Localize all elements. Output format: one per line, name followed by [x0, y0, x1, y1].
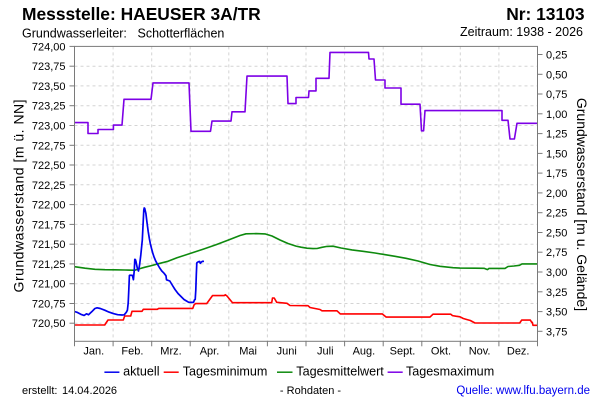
svg-text:722,75: 722,75 — [32, 140, 66, 152]
svg-text:Grundwasserleiter:: Grundwasserleiter: — [22, 27, 127, 41]
svg-text:3,00: 3,00 — [546, 267, 567, 279]
svg-text:721,75: 721,75 — [32, 219, 66, 231]
svg-text:3,50: 3,50 — [546, 307, 567, 319]
svg-text:Mrz.: Mrz. — [160, 346, 181, 358]
svg-text:0,50: 0,50 — [546, 69, 567, 81]
svg-text:Mai: Mai — [239, 346, 257, 358]
svg-text:723,00: 723,00 — [32, 121, 66, 133]
svg-text:Tagesmaximum: Tagesmaximum — [406, 364, 494, 378]
svg-text:723,50: 723,50 — [32, 81, 66, 93]
svg-text:Nr: 13103: Nr: 13103 — [506, 4, 585, 24]
svg-text:Juli: Juli — [317, 346, 334, 358]
svg-text:aktuell: aktuell — [123, 364, 159, 378]
svg-text:721,25: 721,25 — [32, 259, 66, 271]
svg-text:723,75: 723,75 — [32, 61, 66, 73]
svg-text:Nov.: Nov. — [469, 346, 491, 358]
svg-text:Schotterflächen: Schotterflächen — [138, 27, 225, 41]
svg-text:2,75: 2,75 — [546, 247, 567, 259]
svg-text:Grundwasserstand [m ü. NN]: Grundwasserstand [m ü. NN] — [11, 99, 27, 293]
svg-text:Jan.: Jan. — [83, 346, 104, 358]
svg-text:2,00: 2,00 — [546, 188, 567, 200]
svg-text:Juni: Juni — [277, 346, 297, 358]
svg-text:721,00: 721,00 — [32, 279, 66, 291]
svg-text:1,25: 1,25 — [546, 129, 567, 141]
svg-text:722,00: 722,00 — [32, 200, 66, 212]
svg-text:Tagesmittelwert: Tagesmittelwert — [296, 364, 384, 378]
svg-text:2,25: 2,25 — [546, 208, 567, 220]
svg-text:Grundwasserstand [m u. Gelände: Grundwasserstand [m u. Gelände] — [574, 98, 590, 311]
svg-text:0,75: 0,75 — [546, 89, 567, 101]
svg-text:erstellt:: erstellt: — [22, 385, 57, 397]
svg-text:724,00: 724,00 — [32, 41, 66, 53]
svg-text:Okt.: Okt. — [431, 346, 451, 358]
svg-text:720,50: 720,50 — [32, 318, 66, 330]
svg-text:0,25: 0,25 — [546, 50, 567, 62]
svg-text:Quelle: www.lfu.bayern.de: Quelle: www.lfu.bayern.de — [456, 385, 590, 397]
svg-text:Messstelle: HAEUSER 3A/TR: Messstelle: HAEUSER 3A/TR — [22, 4, 261, 24]
svg-text:721,50: 721,50 — [32, 239, 66, 251]
svg-text:Aug.: Aug. — [353, 346, 376, 358]
svg-text:3,75: 3,75 — [546, 326, 567, 338]
svg-text:Feb.: Feb. — [121, 346, 143, 358]
svg-text:Zeitraum: 1938 - 2026: Zeitraum: 1938 - 2026 — [460, 25, 583, 39]
svg-text:722,25: 722,25 — [32, 180, 66, 192]
svg-text:2,50: 2,50 — [546, 228, 567, 240]
svg-text:1,00: 1,00 — [546, 109, 567, 121]
svg-text:723,25: 723,25 — [32, 101, 66, 113]
svg-text:14.04.2026: 14.04.2026 — [62, 385, 117, 397]
svg-text:Apr.: Apr. — [200, 346, 220, 358]
svg-text:1,50: 1,50 — [546, 148, 567, 160]
svg-text:3,25: 3,25 — [546, 287, 567, 299]
svg-text:Sept.: Sept. — [390, 346, 416, 358]
svg-text:722,50: 722,50 — [32, 160, 66, 172]
svg-text:Tagesminimum: Tagesminimum — [183, 364, 268, 378]
svg-text:720,75: 720,75 — [32, 299, 66, 311]
svg-text:- Rohdaten -: - Rohdaten - — [280, 385, 341, 397]
svg-text:1,75: 1,75 — [546, 168, 567, 180]
svg-text:Dez.: Dez. — [507, 346, 530, 358]
